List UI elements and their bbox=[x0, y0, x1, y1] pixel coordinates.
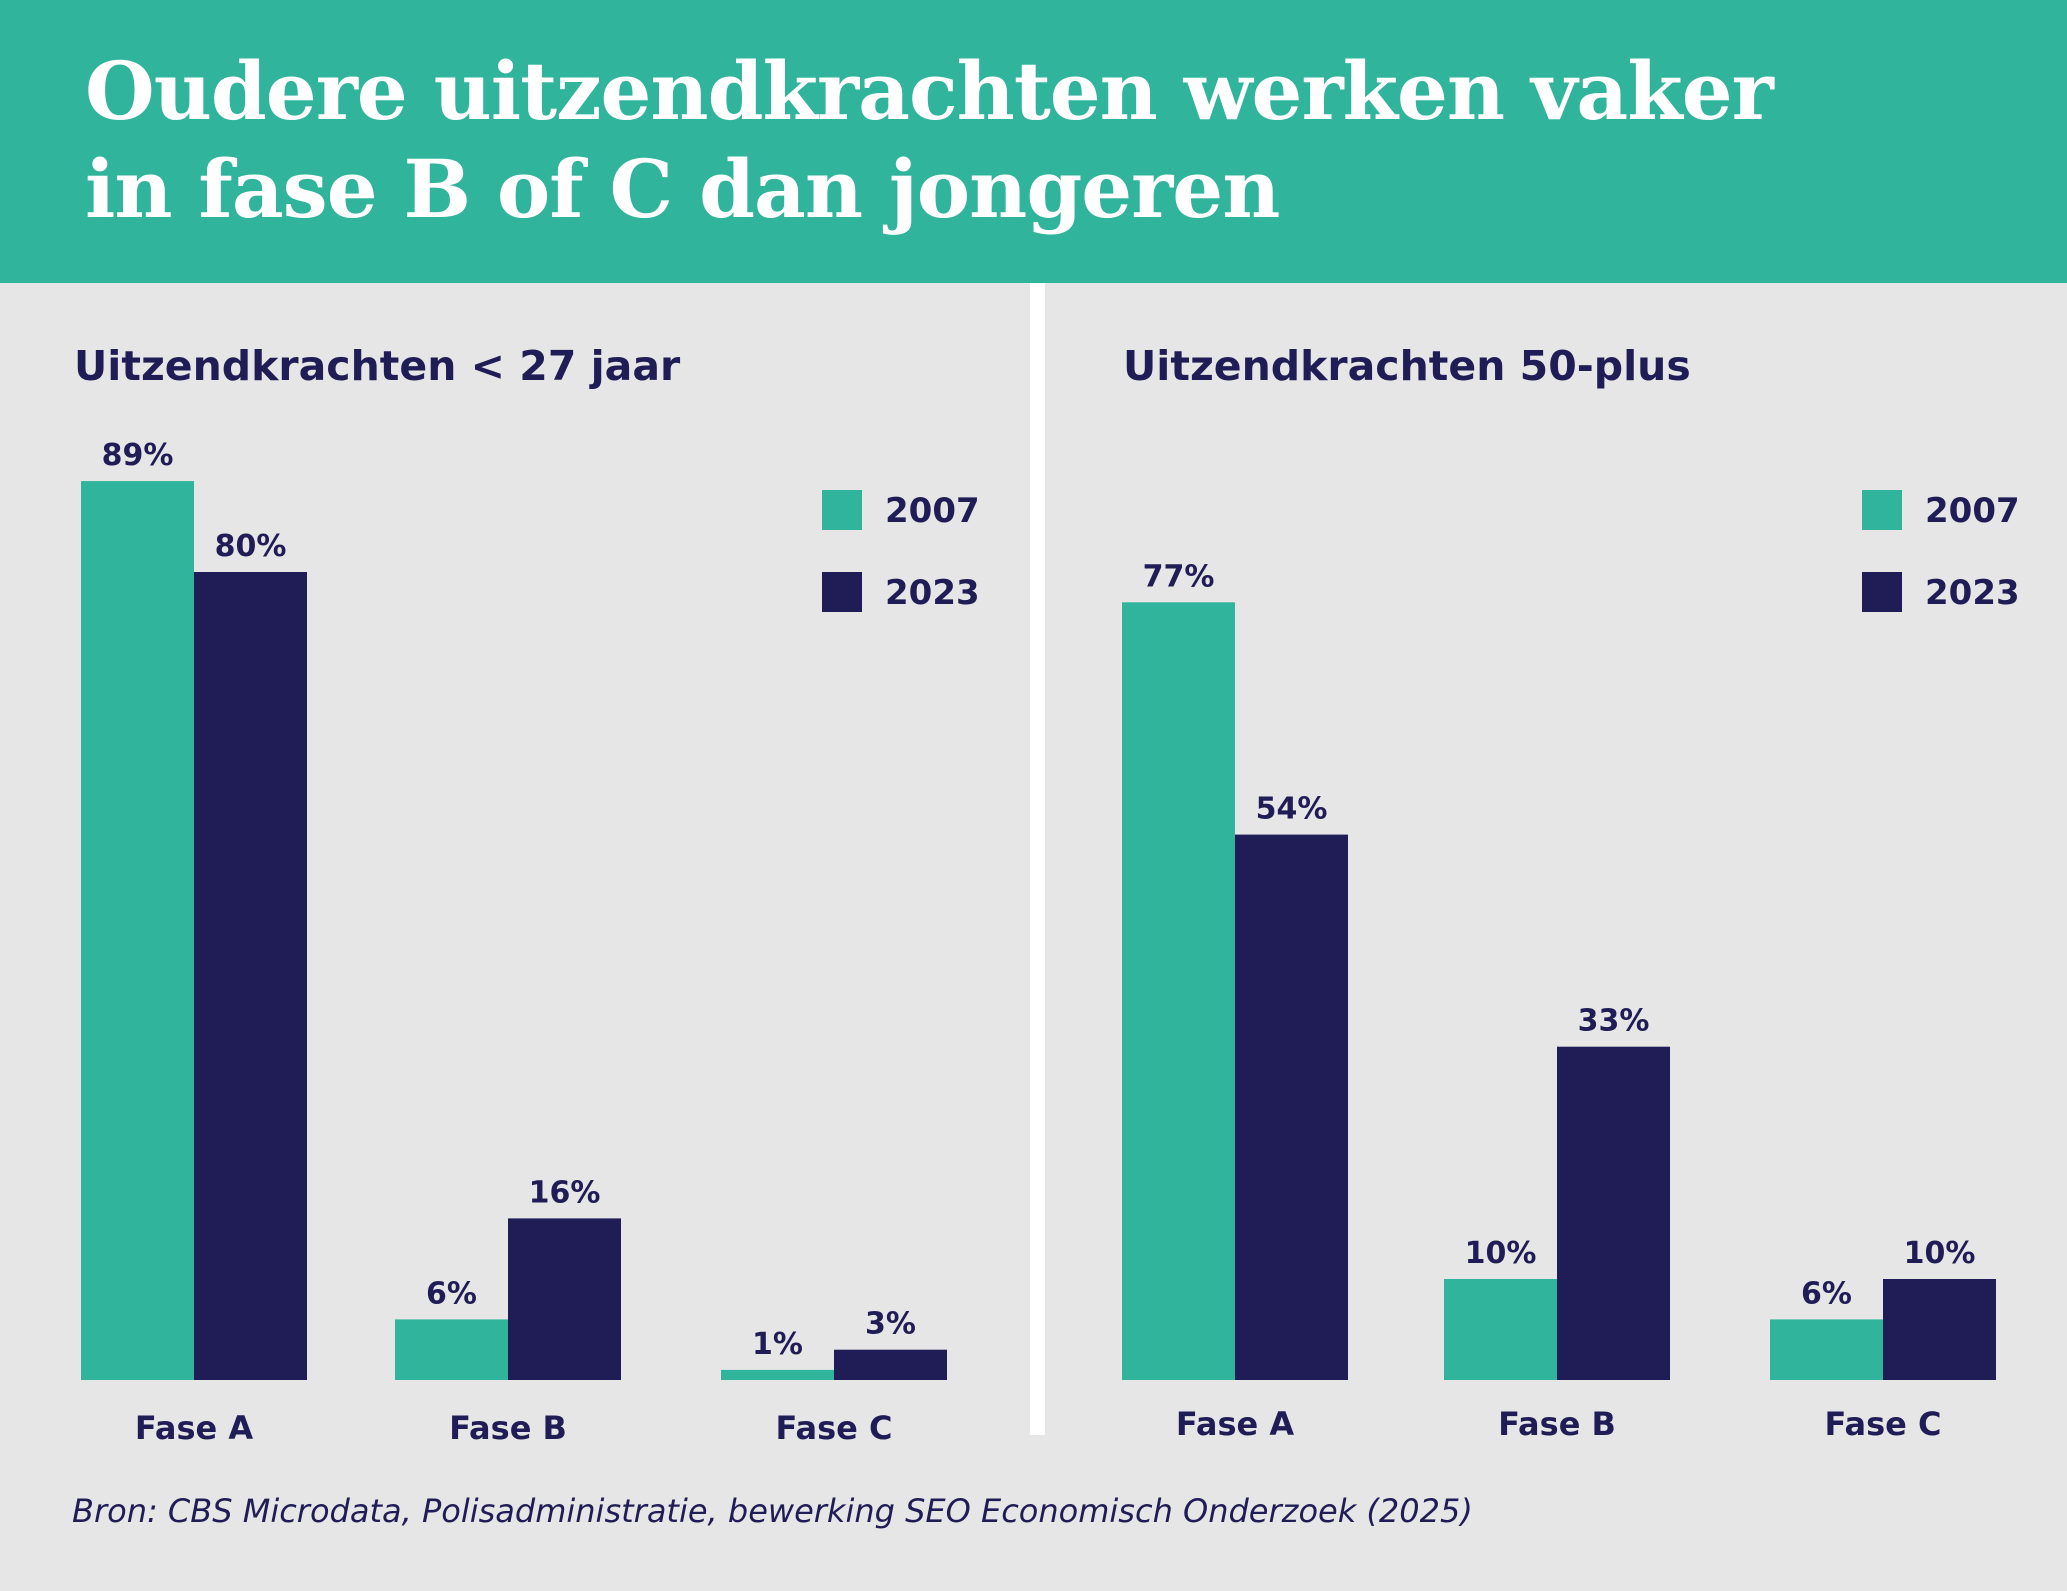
left-legend-label-2023: 2023 bbox=[885, 573, 980, 613]
right-data-label: 33% bbox=[1578, 1004, 1650, 1039]
title-line-1: Oudere uitzendkrachten werken vaker bbox=[85, 44, 1774, 138]
right-legend-swatch-2007 bbox=[1862, 490, 1902, 530]
left-legend-label-2007: 2007 bbox=[885, 491, 980, 531]
right-category-label: Fase C bbox=[1825, 1405, 1942, 1443]
right-bar-2007-fase-c bbox=[1770, 1319, 1883, 1380]
right-data-label: 54% bbox=[1256, 792, 1328, 827]
right-data-label: 77% bbox=[1143, 559, 1215, 594]
right-bar-2023-fase-a bbox=[1235, 834, 1348, 1380]
left-data-label: 80% bbox=[215, 529, 287, 564]
left-legend-swatch-2007 bbox=[822, 490, 862, 530]
left-category-label: Fase A bbox=[135, 1409, 253, 1447]
left-bar-2007-fase-c bbox=[721, 1369, 834, 1380]
left-data-label: 3% bbox=[865, 1307, 916, 1342]
title-line-2: in fase B of C dan jongeren bbox=[85, 142, 1280, 236]
left-data-label: 1% bbox=[752, 1327, 803, 1362]
left-data-label: 89% bbox=[102, 438, 174, 473]
right-bar-2007-fase-a bbox=[1122, 602, 1235, 1380]
left-data-label: 16% bbox=[529, 1175, 601, 1210]
right-legend-label-2007: 2007 bbox=[1925, 491, 2020, 531]
chart-left-title: Uitzendkrachten < 27 jaar bbox=[74, 342, 681, 390]
right-legend-label-2023: 2023 bbox=[1925, 573, 2020, 613]
right-category-label: Fase B bbox=[1498, 1405, 1616, 1443]
right-bar-2023-fase-b bbox=[1557, 1046, 1670, 1380]
header-banner: Oudere uitzendkrachten werken vaker in f… bbox=[0, 0, 2067, 283]
left-bar-2023-fase-c bbox=[834, 1349, 947, 1380]
page-title: Oudere uitzendkrachten werken vaker in f… bbox=[85, 42, 1885, 238]
right-data-label: 10% bbox=[1465, 1236, 1537, 1271]
right-category-label: Fase A bbox=[1176, 1405, 1294, 1443]
left-data-label: 6% bbox=[426, 1276, 477, 1311]
left-category-label: Fase B bbox=[449, 1409, 567, 1447]
right-legend-swatch-2023 bbox=[1862, 572, 1902, 612]
left-legend-swatch-2023 bbox=[822, 572, 862, 612]
right-bar-2007-fase-b bbox=[1444, 1279, 1557, 1380]
panel-divider bbox=[1030, 283, 1045, 1435]
right-bar-2023-fase-c bbox=[1883, 1279, 1996, 1380]
left-bar-2023-fase-a bbox=[194, 572, 307, 1380]
left-category-label: Fase C bbox=[776, 1409, 893, 1447]
right-data-label: 6% bbox=[1801, 1276, 1852, 1311]
left-bar-2023-fase-b bbox=[508, 1218, 621, 1380]
source-note: Bron: CBS Microdata, Polisadministratie,… bbox=[72, 1492, 1473, 1530]
left-bar-2007-fase-a bbox=[81, 481, 194, 1381]
chart-right-title: Uitzendkrachten 50-plus bbox=[1123, 342, 1691, 390]
left-bar-2007-fase-b bbox=[395, 1319, 508, 1380]
right-data-label: 10% bbox=[1904, 1236, 1976, 1271]
